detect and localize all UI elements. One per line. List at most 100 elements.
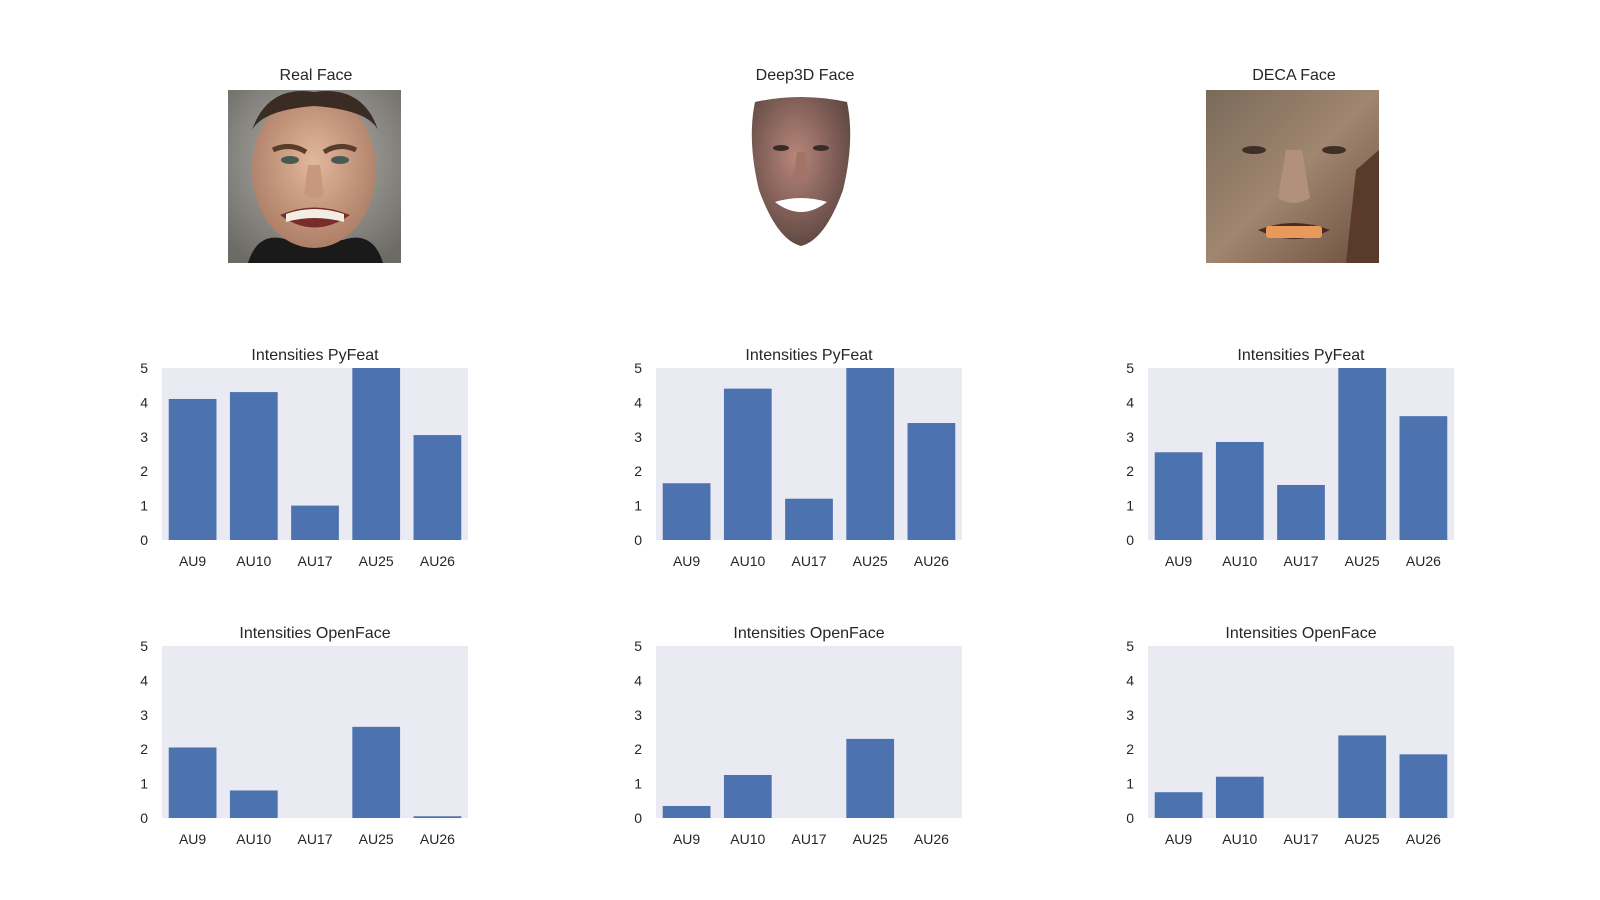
chart-3: Intensities PyFeat 0 1 2 3 4 5 AU9 AU10 AU17 AU25 A…	[1126, 347, 1454, 569]
y-tick-label: 1	[140, 776, 148, 792]
chart-1: Intensities PyFeat 0 1 2 3 4 5 AU9 AU10 AU17 AU25 A…	[140, 347, 468, 569]
y-tick-label: 2	[1126, 741, 1134, 757]
y-tick-label: 3	[140, 429, 148, 445]
x-tick-label: AU17	[297, 553, 332, 569]
y-tick-label: 0	[140, 810, 148, 826]
y-tick-label: 2	[1126, 463, 1134, 479]
bar-au25	[846, 738, 895, 818]
bar-au25	[1338, 368, 1387, 540]
y-tick-label: 1	[140, 498, 148, 514]
y-tick-label: 3	[140, 707, 148, 723]
y-tick-label: 1	[634, 498, 642, 514]
x-tick-label: AU9	[179, 831, 206, 847]
bar-au26	[413, 435, 462, 540]
x-tick-label: AU9	[1165, 553, 1192, 569]
x-tick-label: AU25	[853, 553, 888, 569]
x-tick-label: AU26	[420, 553, 455, 569]
x-tick-label: AU10	[1222, 553, 1257, 569]
y-tick-label: 5	[634, 360, 642, 376]
x-tick-label: AU26	[1406, 831, 1441, 847]
x-tick-label: AU26	[420, 831, 455, 847]
face-title-real: Real Face	[279, 67, 353, 84]
chart-title: Intensities PyFeat	[1237, 347, 1365, 364]
y-tick-label: 4	[140, 394, 148, 410]
x-tick-label: AU25	[853, 831, 888, 847]
bar-au10	[229, 790, 278, 818]
bar-au9	[662, 483, 711, 540]
x-tick-label: AU10	[730, 831, 765, 847]
y-tick-label: 1	[1126, 776, 1134, 792]
y-tick-label: 2	[634, 741, 642, 757]
bar-au10	[229, 392, 278, 540]
y-tick-label: 5	[140, 360, 148, 376]
bar-au17	[291, 505, 339, 540]
x-tick-label: AU17	[297, 831, 332, 847]
x-tick-label: AU10	[236, 553, 271, 569]
y-tick-label: 1	[1126, 498, 1134, 514]
textured-3d-face-icon	[1206, 90, 1379, 263]
y-tick-label: 0	[634, 532, 642, 548]
y-tick-label: 0	[140, 532, 148, 548]
y-tick-label: 0	[1126, 810, 1134, 826]
x-tick-label: AU17	[1283, 831, 1318, 847]
face-title-deep3d: Deep3D Face	[755, 67, 855, 84]
y-tick-label: 0	[634, 810, 642, 826]
chart-title: Intensities PyFeat	[745, 347, 873, 364]
x-tick-label: AU17	[791, 553, 826, 569]
y-tick-label: 4	[140, 672, 148, 688]
bar-au26	[413, 816, 462, 818]
plot-area	[656, 646, 962, 818]
x-tick-label: AU25	[1345, 831, 1380, 847]
rendered-3d-face-icon	[751, 97, 851, 246]
chart-title: Intensities OpenFace	[239, 625, 390, 642]
y-tick-label: 1	[634, 776, 642, 792]
x-tick-label: AU10	[236, 831, 271, 847]
x-tick-label: AU17	[791, 831, 826, 847]
bar-au10	[723, 388, 772, 540]
bar-au26	[1399, 416, 1448, 540]
bar-au9	[662, 805, 711, 818]
chart-2: Intensities PyFeat 0 1 2 3 4 5 AU9 AU10 AU17 AU25 A…	[634, 347, 962, 569]
chart-6: Intensities OpenFace 0 1 2 3 4 5 AU9 AU10 AU17 AU2…	[1126, 625, 1454, 847]
y-tick-label: 5	[140, 638, 148, 654]
y-tick-label: 4	[1126, 672, 1134, 688]
bar-au10	[1215, 776, 1264, 818]
bar-au10	[1215, 441, 1264, 540]
chart-title: Intensities PyFeat	[251, 347, 379, 364]
chart-4: Intensities OpenFace 0 1 2 3 4 5 AU9 AU10 AU17 AU2…	[140, 625, 468, 847]
y-tick-label: 5	[634, 638, 642, 654]
bar-au17	[785, 498, 833, 540]
y-tick-label: 5	[1126, 638, 1134, 654]
x-tick-label: AU25	[359, 553, 394, 569]
y-tick-label: 5	[1126, 360, 1134, 376]
y-tick-label: 4	[634, 672, 642, 688]
x-tick-label: AU10	[730, 553, 765, 569]
x-tick-label: AU26	[914, 553, 949, 569]
chart-5: Intensities OpenFace 0 1 2 3 4 5 AU9 AU10 AU17 AU2…	[634, 625, 962, 847]
bar-au25	[352, 368, 401, 540]
x-tick-label: AU9	[1165, 831, 1192, 847]
bar-au17	[1277, 484, 1325, 540]
x-tick-label: AU26	[1406, 553, 1441, 569]
x-tick-label: AU17	[1283, 553, 1318, 569]
bar-au26	[907, 423, 956, 540]
bar-au26	[1399, 754, 1448, 818]
x-tick-label: AU25	[359, 831, 394, 847]
bar-au10	[723, 775, 772, 818]
bar-au25	[1338, 735, 1387, 818]
y-tick-label: 3	[634, 707, 642, 723]
x-tick-label: AU9	[673, 831, 700, 847]
y-tick-label: 4	[1126, 394, 1134, 410]
y-tick-label: 2	[140, 741, 148, 757]
y-tick-label: 2	[634, 463, 642, 479]
y-tick-label: 3	[634, 429, 642, 445]
y-tick-label: 0	[1126, 532, 1134, 548]
photo-face-grimace-icon	[228, 90, 401, 263]
y-tick-label: 2	[140, 463, 148, 479]
x-tick-label: AU26	[914, 831, 949, 847]
x-tick-label: AU9	[673, 553, 700, 569]
bar-au9	[168, 747, 217, 818]
x-tick-label: AU25	[1345, 553, 1380, 569]
y-tick-label: 3	[1126, 429, 1134, 445]
x-tick-label: AU9	[179, 553, 206, 569]
